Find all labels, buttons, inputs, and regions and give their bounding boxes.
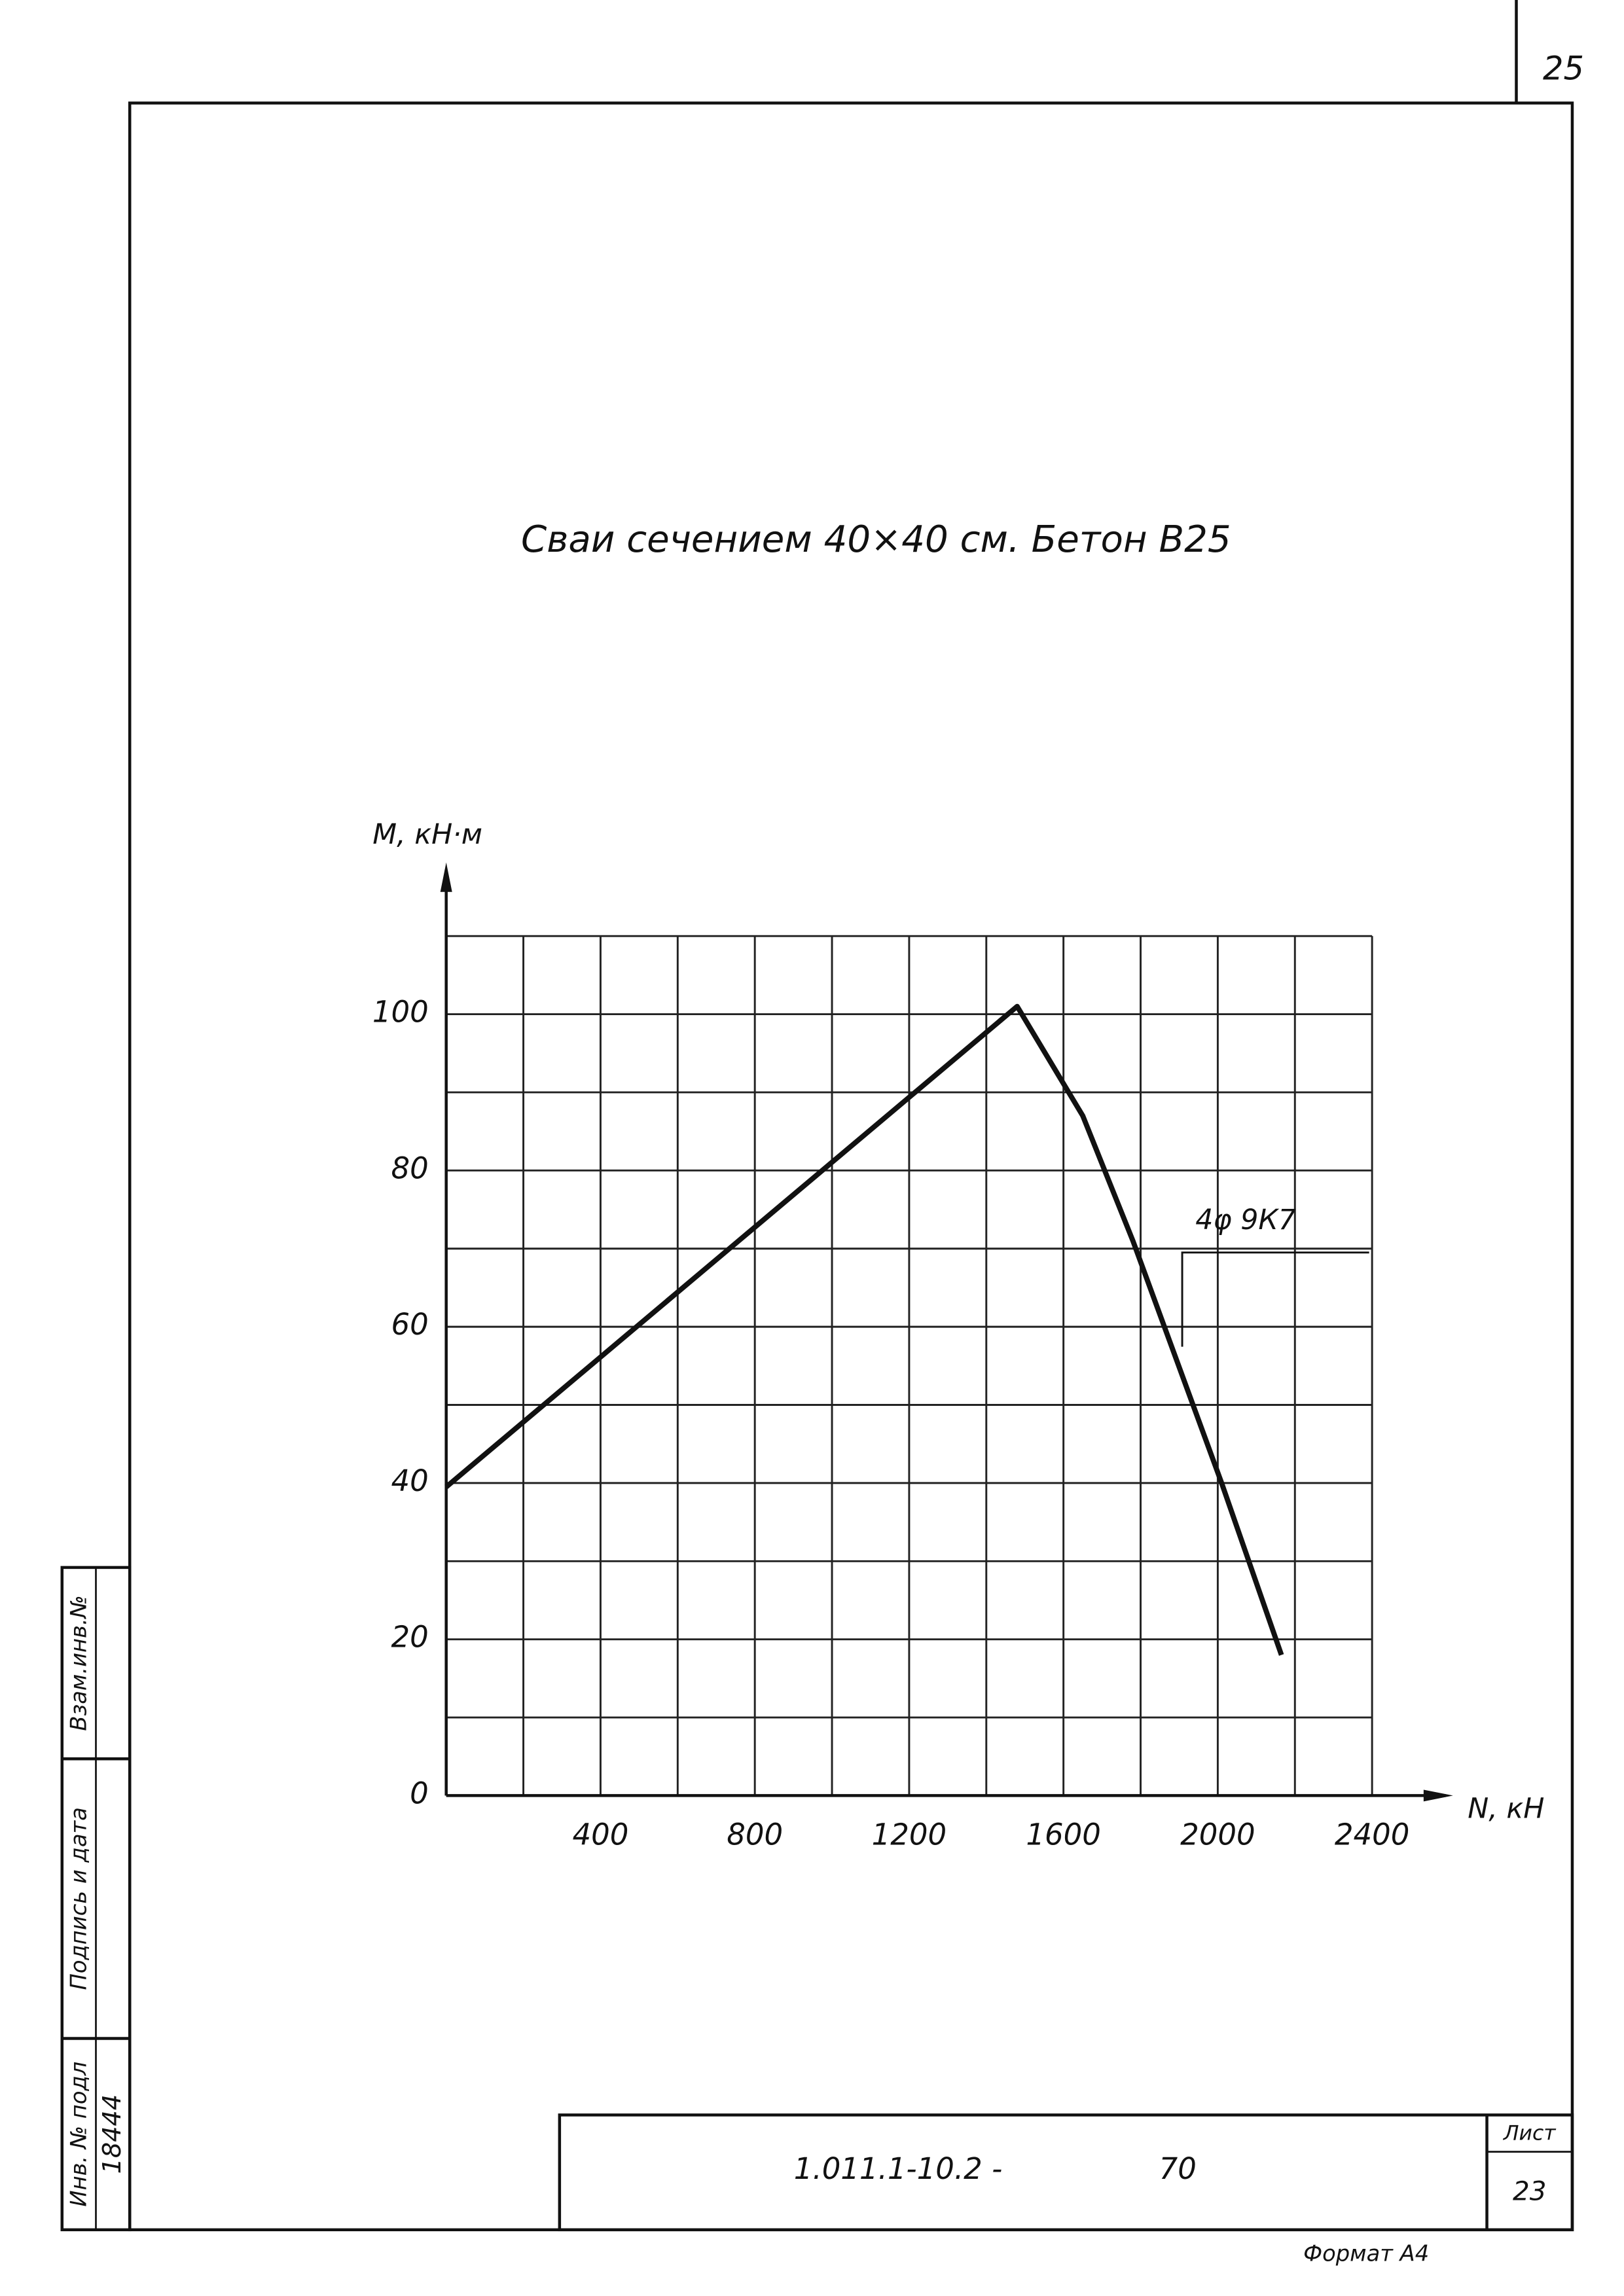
sign-label: Подпись и дата (65, 1807, 91, 1990)
y-tick-label: 60 (391, 1307, 428, 1342)
y-tick-label: 20 (391, 1620, 428, 1655)
sheet-label: Лист (1503, 2122, 1557, 2145)
x-tick-label: 1200 (872, 1817, 947, 1852)
x-tick-label: 800 (727, 1817, 783, 1852)
sheet-frame (128, 101, 1574, 2232)
x-axis-label: N, кН (1468, 1792, 1544, 1825)
side-stamp: Инв. № подл Подпись и дата Взам.инв.№ 18… (60, 1566, 132, 2232)
y-tick-label: 40 (391, 1463, 428, 1498)
title-block: 1.011.1-10.2 - 70 Лист 23 Формат А4 (558, 2113, 1574, 2267)
chart: 0 20 40 60 80 100 400 800 1200 1600 2000 2400 4φ 9К7 (372, 862, 1453, 1852)
data-line (444, 1003, 1284, 1656)
x-tick-label: 1600 (1026, 1817, 1100, 1852)
format-label: Формат А4 (1303, 2241, 1429, 2267)
sheet-number: 23 (1513, 2176, 1547, 2207)
document-code: 1.011.1-10.2 - (794, 2151, 1003, 2186)
chart-title: Сваи сечением 40×40 см. Бетон В25 (521, 518, 1231, 561)
y-axis-arrow (440, 862, 452, 892)
inv-label: Инв. № подл (65, 2062, 91, 2207)
replace-label: Взам.инв.№ (65, 1595, 91, 1731)
document-number: 70 (1159, 2151, 1197, 2186)
x-axis-arrow (1423, 1789, 1453, 1802)
annotation: 4φ 9К7 (1195, 1204, 1296, 1236)
title-block-frame (558, 2113, 1574, 2232)
x-tick-label: 2000 (1180, 1817, 1255, 1852)
y-axis-label: М, кН·м (372, 818, 482, 851)
inv-number: 18444 (98, 2094, 127, 2174)
y-tick-label: 80 (391, 1151, 428, 1185)
annotation-leader (1181, 1251, 1369, 1347)
x-tick-label: 2400 (1335, 1817, 1409, 1852)
page-number: 25 (1543, 49, 1584, 87)
x-tick-label: 400 (573, 1817, 629, 1852)
y-tick-label: 0 (410, 1776, 429, 1810)
y-tick-label: 100 (372, 995, 429, 1030)
